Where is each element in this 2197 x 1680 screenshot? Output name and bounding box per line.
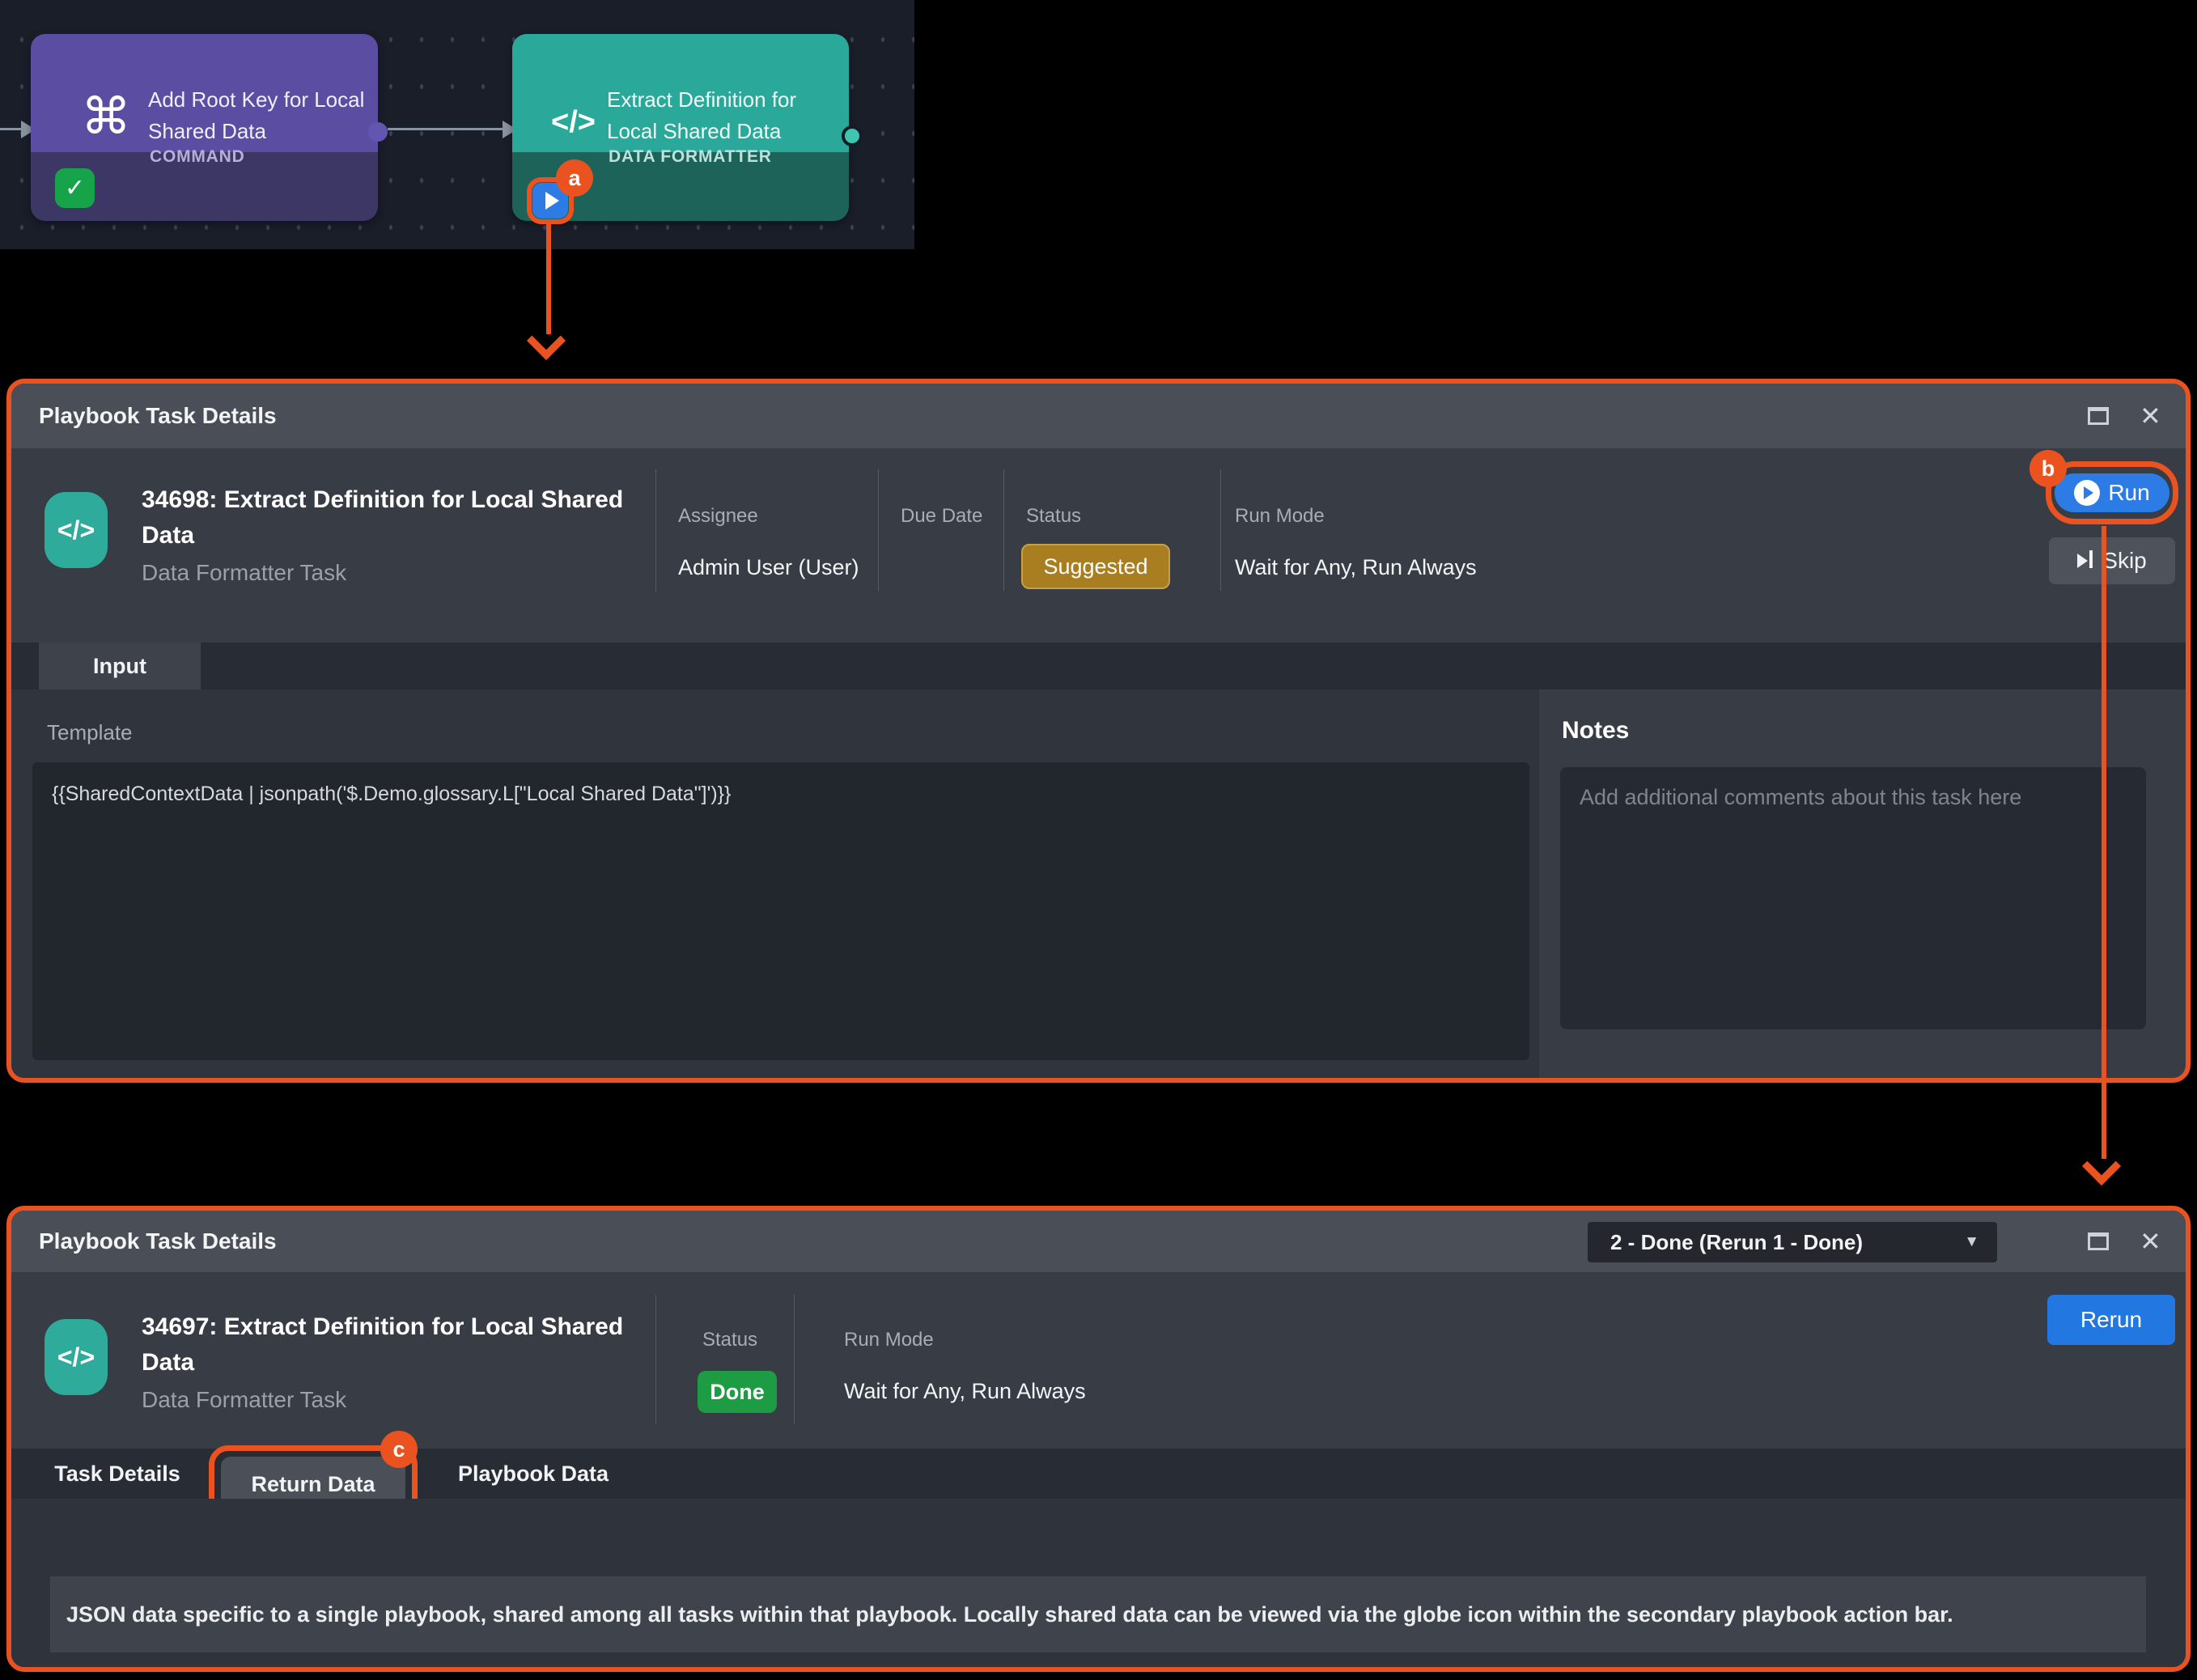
annotation-arrowhead-b-icon — [2081, 1146, 2122, 1186]
task-title: 34698: Extract Definition for Local Shar… — [142, 486, 624, 549]
annotation-badge-c: c — [380, 1431, 418, 1468]
play-icon — [2074, 480, 2101, 506]
tab-task-details[interactable]: Task Details — [54, 1461, 180, 1486]
skip-button[interactable]: Skip — [2049, 537, 2175, 584]
skip-button-label: Skip — [2102, 548, 2147, 573]
node-add-root-key[interactable]: ⌘ Add Root Key for Local Shared Data COM… — [31, 34, 378, 221]
divider — [794, 1295, 795, 1424]
due-date-label: Due Date — [901, 505, 983, 527]
assignee-label: Assignee — [678, 505, 758, 527]
task-info: 34698: Extract Definition for Local Shar… — [142, 482, 627, 586]
divider — [655, 469, 656, 591]
connector-line — [388, 128, 504, 130]
node-type-label: COMMAND — [150, 147, 245, 166]
status-badge: Done — [698, 1371, 777, 1413]
status-label: Status — [1026, 505, 1082, 527]
task-complete-button[interactable]: ✓ — [55, 168, 95, 208]
check-icon: ✓ — [64, 175, 86, 202]
command-icon: ⌘ — [81, 89, 131, 145]
status-label: Status — [702, 1329, 758, 1351]
node-title: Add Root Key for Local Shared Data — [148, 87, 365, 143]
run-mode-label: Run Mode — [1235, 505, 1325, 527]
annotation-ring-b: Run — [2046, 461, 2178, 524]
run-mode-value: Wait for Any, Run Always — [844, 1379, 1086, 1403]
task-title: 34697: Extract Definition for Local Shar… — [142, 1313, 624, 1376]
output-port[interactable] — [842, 125, 863, 146]
description-box: JSON data specific to a single playbook,… — [50, 1576, 2146, 1652]
run-selector-dropdown[interactable]: 2 - Done (Rerun 1 - Done) ▼ — [1588, 1222, 1997, 1262]
task-subtitle: Data Formatter Task — [142, 1387, 347, 1412]
template-input[interactable]: {{SharedContextData | jsonpath('$.Demo.g… — [32, 762, 1529, 1060]
data-formatter-icon: </> — [45, 492, 108, 568]
playbook-canvas: ⌘ Add Root Key for Local Shared Data COM… — [0, 0, 914, 249]
data-formatter-icon: </> — [45, 1319, 108, 1395]
tab-strip — [11, 643, 2186, 689]
annotation-arrowhead-a-icon — [526, 320, 566, 361]
status-badge: Suggested — [1021, 544, 1170, 589]
divider — [655, 1295, 656, 1424]
window-title: Playbook Task Details — [39, 1228, 277, 1254]
run-selector-value: 2 - Done (Rerun 1 - Done) — [1610, 1229, 1864, 1254]
run-mode-label: Run Mode — [844, 1329, 934, 1351]
chevron-down-icon: ▼ — [1964, 1233, 1979, 1250]
divider — [878, 469, 879, 591]
playbook-task-details-panel-1: Playbook Task Details ✕ </> 34698: Extra… — [6, 379, 2191, 1083]
annotation-badge-b: b — [2029, 450, 2067, 487]
notes-textarea[interactable] — [1560, 767, 2146, 1029]
output-port[interactable] — [368, 122, 388, 142]
task-subtitle: Data Formatter Task — [142, 560, 347, 585]
playbook-task-details-panel-2: Playbook Task Details 2 - Done (Rerun 1 … — [6, 1206, 2191, 1672]
run-button-label: Run — [2108, 480, 2150, 505]
annotation-badge-a: a — [556, 159, 593, 197]
panel-header: Playbook Task Details ✕ — [11, 384, 2186, 448]
divider — [1220, 469, 1221, 591]
annotation-ring-a — [527, 177, 574, 224]
template-label: Template — [47, 720, 133, 745]
task-info: 34697: Extract Definition for Local Shar… — [142, 1309, 627, 1413]
run-mode-value: Wait for Any, Run Always — [1235, 555, 1477, 579]
connector-line — [0, 128, 23, 130]
divider — [1003, 469, 1004, 591]
maximize-icon[interactable] — [2088, 407, 2109, 425]
close-icon[interactable]: ✕ — [2140, 401, 2161, 431]
close-icon[interactable]: ✕ — [2140, 1227, 2161, 1256]
notes-title: Notes — [1562, 717, 1630, 744]
notes-field-wrap — [1560, 767, 2146, 1029]
tab-input[interactable]: Input — [39, 643, 201, 689]
maximize-icon[interactable] — [2088, 1232, 2109, 1250]
node-type-label: DATA FORMATTER — [609, 147, 772, 166]
annotation-arrow-a — [546, 224, 551, 334]
assignee-value: Admin User (User) — [678, 555, 859, 579]
rerun-button[interactable]: Rerun — [2047, 1295, 2175, 1345]
run-button[interactable]: Run — [2055, 473, 2169, 512]
window-title: Playbook Task Details — [39, 403, 277, 428]
play-icon — [545, 192, 559, 210]
node-title: Extract Definition for Local Shared Data — [607, 87, 797, 143]
annotation-arrow-b — [2102, 526, 2106, 1159]
skip-icon — [2077, 548, 2093, 574]
panel-header: Playbook Task Details 2 - Done (Rerun 1 … — [11, 1211, 2186, 1272]
code-icon: </> — [551, 105, 596, 139]
tab-playbook-data[interactable]: Playbook Data — [457, 1461, 609, 1486]
return-data-content: JSON data specific to a single playbook,… — [11, 1499, 2186, 1667]
description-text: JSON data specific to a single playbook,… — [66, 1602, 1953, 1627]
